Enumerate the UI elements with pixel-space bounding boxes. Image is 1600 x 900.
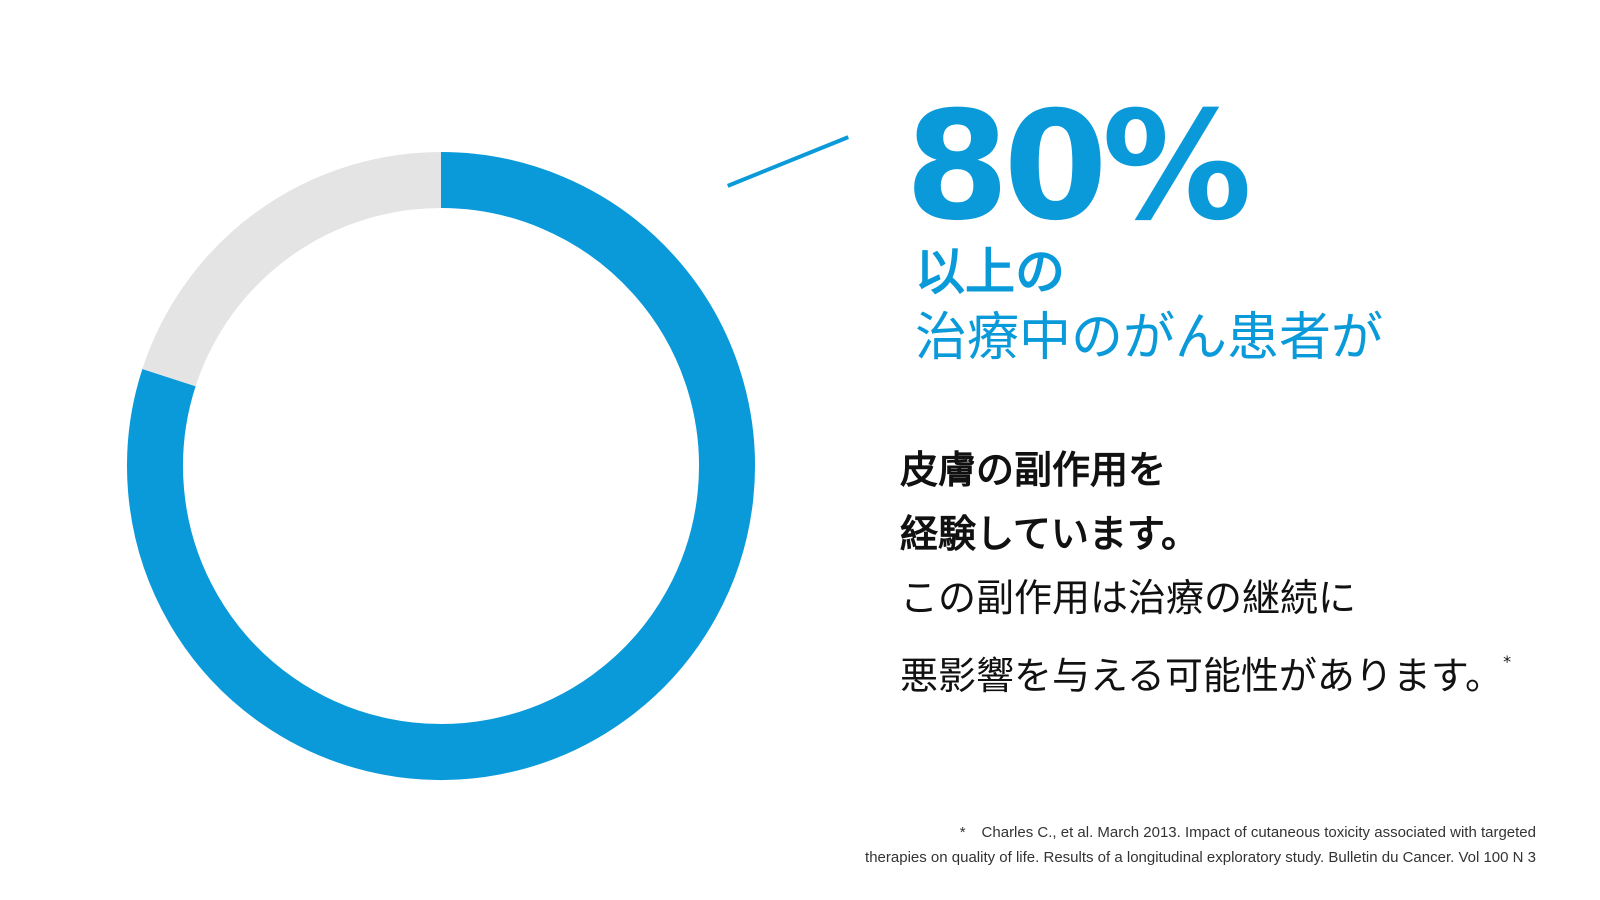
footnote-line-1-wrap: * Charles C., et al. March 2013. Impact o… <box>865 820 1536 845</box>
headline-percent: 80% <box>905 80 1252 254</box>
footnote: * Charles C., et al. March 2013. Impact o… <box>865 820 1536 870</box>
footnote-line-1: Charles C., et al. March 2013. Impact of… <box>981 824 1536 841</box>
body-text: 皮膚の副作用を 経験しています。 この副作用は治療の継続に 悪影響を与える可能性… <box>900 438 1511 708</box>
body-line-3: この副作用は治療の継続に <box>900 576 1357 620</box>
footnote-marker: * <box>1503 652 1512 671</box>
donut-slice-primary <box>127 152 755 780</box>
footnote-line-2: therapies on quality of life. Results of… <box>865 849 1536 866</box>
headline-line-1: 以上の <box>915 243 1065 301</box>
body-line-1: 皮膚の副作用を <box>900 448 1167 492</box>
body-line-4: 悪影響を与える可能性があります。 <box>900 654 1504 698</box>
body-line-2: 経験しています。 <box>900 512 1200 556</box>
headline-line-2: 治療中のがん患者が <box>915 308 1384 368</box>
donut-slice-remainder <box>142 152 442 387</box>
donut-chart <box>127 152 755 780</box>
body-line-4-wrap: 悪影響を与える可能性があります。* <box>900 630 1511 708</box>
footnote-mark: * <box>959 824 966 841</box>
